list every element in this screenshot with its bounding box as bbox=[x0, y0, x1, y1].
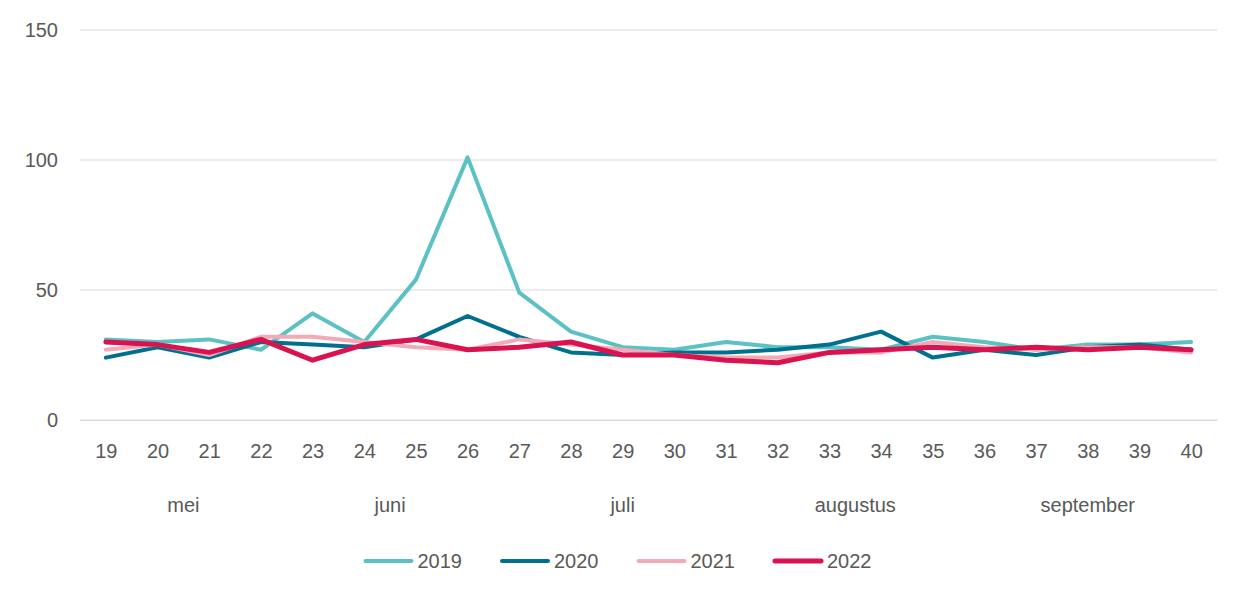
x-tick: 29 bbox=[612, 420, 634, 462]
legend-item: 2022 bbox=[775, 550, 872, 572]
x-tick: 22 bbox=[250, 420, 272, 462]
x-tick: 35 bbox=[922, 420, 944, 462]
x-tick-label: 39 bbox=[1129, 440, 1151, 462]
x-tick-label: 27 bbox=[509, 440, 531, 462]
y-axis: 0 50 100 150 bbox=[25, 19, 81, 431]
x-tick-label: 23 bbox=[302, 440, 324, 462]
y-tick: 150 bbox=[25, 19, 80, 41]
x-tick: 27 bbox=[509, 420, 531, 462]
x-tick-label: 34 bbox=[870, 440, 892, 462]
x-tick: 23 bbox=[302, 420, 324, 462]
legend-swatch bbox=[502, 559, 548, 563]
month-label: juni bbox=[374, 494, 406, 516]
x-tick: 28 bbox=[560, 420, 582, 462]
x-tick-label: 26 bbox=[457, 440, 479, 462]
y-tick: 100 bbox=[25, 149, 80, 171]
x-tick: 32 bbox=[767, 420, 789, 462]
x-tick-label: 25 bbox=[405, 440, 427, 462]
x-axis-line bbox=[81, 420, 1218, 421]
x-tick-label: 40 bbox=[1181, 440, 1203, 462]
legend-swatch bbox=[639, 559, 685, 563]
grid-line bbox=[80, 160, 1217, 161]
annotations: mei juni juli augustus september bbox=[167, 494, 1135, 516]
x-tick-label: 38 bbox=[1077, 440, 1099, 462]
legend-label: 2019 bbox=[418, 550, 463, 572]
month-label: juli bbox=[609, 494, 634, 516]
series-line bbox=[106, 157, 1191, 349]
x-tick-label: 33 bbox=[819, 440, 841, 462]
chart: 0501001501920212223242526272829303132333… bbox=[0, 0, 1237, 597]
y-tick-label: 0 bbox=[47, 409, 58, 431]
legend-swatch bbox=[366, 559, 412, 563]
x-tick: 34 bbox=[870, 420, 892, 462]
x-tick-label: 22 bbox=[250, 440, 272, 462]
grid-line bbox=[80, 290, 1217, 291]
x-tick: 30 bbox=[664, 420, 686, 462]
y-tick: 50 bbox=[36, 279, 80, 301]
x-tick-label: 30 bbox=[664, 440, 686, 462]
x-tick-label: 35 bbox=[922, 440, 944, 462]
x-tick-label: 29 bbox=[612, 440, 634, 462]
x-tick: 21 bbox=[199, 420, 221, 462]
month-label: mei bbox=[167, 494, 199, 516]
x-tick: 26 bbox=[457, 420, 479, 462]
x-tick: 36 bbox=[974, 420, 996, 462]
month-label: augustus bbox=[815, 494, 896, 516]
legend-label: 2021 bbox=[691, 550, 736, 572]
x-tick: 33 bbox=[819, 420, 841, 462]
y-axis-line bbox=[80, 31, 81, 421]
y-tick-label: 150 bbox=[25, 19, 58, 41]
series-line bbox=[106, 339, 1191, 362]
legend-item: 2020 bbox=[502, 550, 599, 572]
x-tick-label: 31 bbox=[715, 440, 737, 462]
x-tick-label: 36 bbox=[974, 440, 996, 462]
x-tick: 24 bbox=[354, 420, 376, 462]
grid-line bbox=[80, 30, 1217, 31]
x-tick-label: 28 bbox=[560, 440, 582, 462]
month-label: september bbox=[1041, 494, 1136, 516]
x-axis: 19 20 21 22 23 24 25 26 27 28 29 30 31 32 33 34 35 36 37 38… bbox=[81, 420, 1218, 462]
x-tick: 20 bbox=[147, 420, 169, 462]
legend-label: 2022 bbox=[827, 550, 872, 572]
y-tick-label: 100 bbox=[25, 149, 58, 171]
x-tick-label: 37 bbox=[1025, 440, 1047, 462]
legend-swatch bbox=[775, 559, 821, 564]
x-tick-label: 19 bbox=[95, 440, 117, 462]
legend-item: 2021 bbox=[639, 550, 736, 572]
x-tick: 39 bbox=[1129, 420, 1151, 462]
x-tick: 40 bbox=[1181, 420, 1203, 462]
y-tick: 0 bbox=[47, 409, 80, 431]
x-tick-label: 24 bbox=[354, 440, 376, 462]
grid bbox=[80, 30, 1217, 420]
legend: 2019 2020 2021 2022 bbox=[366, 550, 872, 572]
x-tick: 37 bbox=[1025, 420, 1047, 462]
x-tick-label: 21 bbox=[199, 440, 221, 462]
x-tick: 31 bbox=[715, 420, 737, 462]
x-tick-label: 20 bbox=[147, 440, 169, 462]
x-tick: 25 bbox=[405, 420, 427, 462]
grid-line bbox=[80, 420, 1217, 421]
series-line bbox=[106, 316, 1191, 358]
x-tick: 19 bbox=[95, 420, 117, 462]
x-tick: 38 bbox=[1077, 420, 1099, 462]
legend-item: 2019 bbox=[366, 550, 463, 572]
lines bbox=[106, 157, 1191, 362]
legend-label: 2020 bbox=[554, 550, 599, 572]
y-tick-label: 50 bbox=[36, 279, 58, 301]
x-tick-label: 32 bbox=[767, 440, 789, 462]
